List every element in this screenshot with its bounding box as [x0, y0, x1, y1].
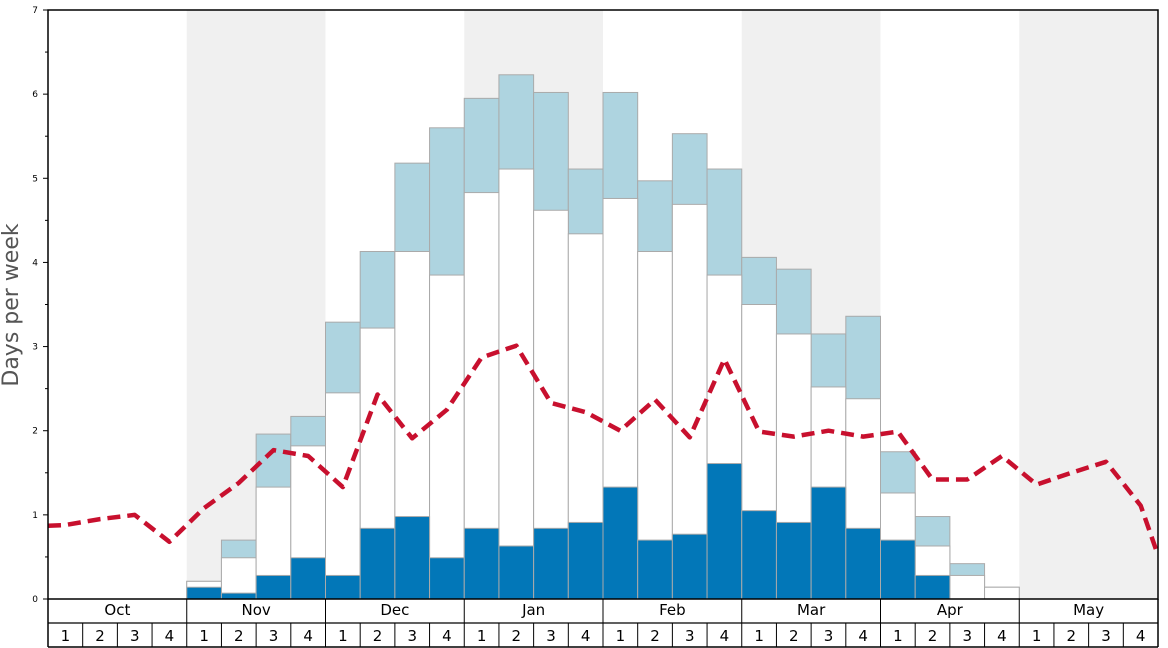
- week-label: 2: [928, 627, 938, 645]
- week-label: 4: [858, 627, 868, 645]
- bar-dark-19: [706, 463, 743, 600]
- week-label: 1: [1032, 627, 1042, 645]
- month-label-nov: Nov: [241, 601, 270, 619]
- week-label: 2: [1067, 627, 1077, 645]
- y-tick-label-5: 5: [32, 174, 38, 184]
- week-label: 3: [824, 627, 834, 645]
- bar-dark-9: [359, 527, 396, 600]
- bar-dark-8: [325, 574, 361, 600]
- bar-white-8: [325, 392, 361, 600]
- bar-dark-17: [637, 539, 673, 600]
- y-axis-label: Days per week: [0, 223, 24, 386]
- week-label: 3: [546, 627, 556, 645]
- week-label: 3: [685, 627, 695, 645]
- bar-white-27: [984, 586, 1020, 600]
- bar-dark-18: [671, 533, 708, 600]
- week-label: 4: [1136, 627, 1146, 645]
- y-tick-label-0: 0: [32, 595, 38, 605]
- month-label-apr: Apr: [937, 601, 964, 619]
- month-label-mar: Mar: [797, 601, 826, 619]
- week-label: 1: [477, 627, 487, 645]
- week-label: 3: [269, 627, 279, 645]
- week-label: 3: [407, 627, 417, 645]
- week-label: 1: [754, 627, 764, 645]
- week-label: 2: [95, 627, 105, 645]
- bar-dark-23: [845, 527, 881, 600]
- week-label: 4: [997, 627, 1007, 645]
- bar-dark-11: [429, 557, 465, 600]
- month-shade-may: [1019, 10, 1158, 599]
- week-label: 1: [338, 627, 348, 645]
- week-label: 1: [616, 627, 626, 645]
- week-label: 1: [893, 627, 903, 645]
- bar-dark-15: [567, 521, 604, 600]
- week-label: 3: [130, 627, 140, 645]
- bar-dark-21: [775, 521, 812, 600]
- x-axis-labels: Oct 1 2 3 4 Nov 1 2 3 4 Dec 1 2 3 4 Jan 1 2 3 4 Feb 1 2 3 4 Mar 1 2…: [47, 599, 1159, 648]
- bar-dark-4: [186, 586, 222, 600]
- bar-dark-22: [810, 486, 847, 600]
- bar-dark-10: [394, 516, 431, 600]
- month-label-feb: Feb: [659, 601, 686, 619]
- week-label: 4: [303, 627, 313, 645]
- week-label: 2: [789, 627, 799, 645]
- bars: [186, 74, 1020, 600]
- week-label: 4: [165, 627, 175, 645]
- bar-dark-5: [220, 592, 257, 600]
- bar-white-11: [429, 274, 465, 600]
- week-label: 4: [442, 627, 452, 645]
- week-label: 4: [581, 627, 591, 645]
- week-label: 2: [234, 627, 244, 645]
- week-label: 1: [199, 627, 209, 645]
- bar-white-13: [498, 168, 535, 600]
- trend-line: [47, 343, 1161, 556]
- bar-dark-7: [290, 557, 326, 600]
- week-label: 2: [512, 627, 522, 645]
- y-tick-label-7: 7: [32, 6, 38, 16]
- y-tick-label-1: 1: [32, 511, 38, 521]
- trend-line-layer: [47, 343, 1161, 556]
- week-label: 4: [720, 627, 730, 645]
- week-label: 1: [61, 627, 71, 645]
- y-tick-label-6: 6: [32, 90, 38, 100]
- month-label-oct: Oct: [104, 601, 130, 619]
- bar-dark-12: [463, 527, 500, 600]
- week-label: 3: [962, 627, 972, 645]
- month-label-dec: Dec: [380, 601, 409, 619]
- month-label-jan: Jan: [521, 601, 545, 619]
- bar-dark-6: [255, 574, 292, 600]
- bar-dark-14: [533, 527, 569, 600]
- month-label-may: May: [1073, 601, 1104, 619]
- y-tick-label-3: 3: [32, 343, 38, 353]
- bar-dark-24: [880, 539, 916, 600]
- bar-dark-20: [741, 510, 777, 600]
- bar-dark-25: [914, 574, 951, 600]
- week-label: 3: [1101, 627, 1111, 645]
- y-tick-label-4: 4: [32, 258, 38, 268]
- bar-white-26: [949, 574, 986, 600]
- y-tick-label-2: 2: [32, 427, 38, 437]
- bar-dark-13: [498, 545, 535, 600]
- week-label: 2: [373, 627, 383, 645]
- bar-dark-16: [602, 486, 639, 600]
- week-label: 2: [650, 627, 660, 645]
